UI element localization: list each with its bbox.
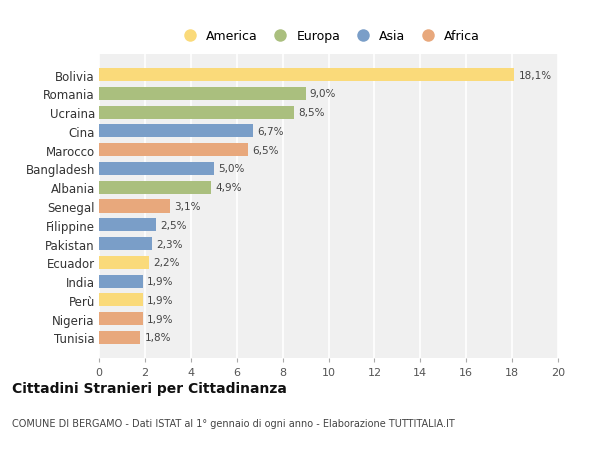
Bar — [99, 162, 214, 176]
Text: 1,9%: 1,9% — [147, 276, 173, 286]
Text: 1,9%: 1,9% — [147, 314, 173, 324]
Text: 1,9%: 1,9% — [147, 295, 173, 305]
Bar — [99, 88, 305, 101]
Text: 2,2%: 2,2% — [154, 258, 180, 268]
Text: 8,5%: 8,5% — [298, 108, 325, 118]
Text: 18,1%: 18,1% — [518, 70, 551, 80]
Bar — [99, 331, 140, 344]
Text: 1,8%: 1,8% — [145, 333, 171, 343]
Text: 2,3%: 2,3% — [156, 239, 182, 249]
Legend: America, Europa, Asia, Africa: America, Europa, Asia, Africa — [177, 30, 480, 43]
Text: 3,1%: 3,1% — [174, 202, 201, 212]
Bar — [99, 294, 143, 307]
Text: 9,0%: 9,0% — [310, 89, 336, 99]
Text: 6,5%: 6,5% — [253, 146, 279, 155]
Text: COMUNE DI BERGAMO - Dati ISTAT al 1° gennaio di ogni anno - Elaborazione TUTTITA: COMUNE DI BERGAMO - Dati ISTAT al 1° gen… — [12, 418, 455, 428]
Bar — [99, 313, 143, 325]
Bar — [99, 181, 211, 194]
Bar — [99, 125, 253, 138]
Text: 4,9%: 4,9% — [215, 183, 242, 193]
Text: 5,0%: 5,0% — [218, 164, 244, 174]
Bar — [99, 69, 514, 82]
Bar — [99, 219, 157, 232]
Bar — [99, 144, 248, 157]
Bar — [99, 256, 149, 269]
Text: 6,7%: 6,7% — [257, 127, 283, 137]
Bar — [99, 275, 143, 288]
Bar — [99, 237, 152, 251]
Bar — [99, 200, 170, 213]
Text: 2,5%: 2,5% — [161, 220, 187, 230]
Bar — [99, 106, 294, 119]
Text: Cittadini Stranieri per Cittadinanza: Cittadini Stranieri per Cittadinanza — [12, 381, 287, 395]
